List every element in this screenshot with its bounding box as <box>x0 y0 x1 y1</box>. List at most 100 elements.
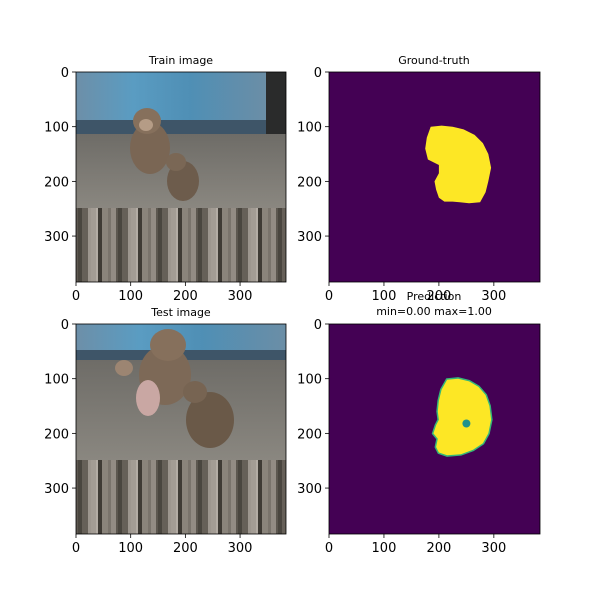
x-tick-label: 100 <box>118 541 143 556</box>
image-streak <box>256 460 258 534</box>
image-streak <box>262 460 268 534</box>
image-streak <box>88 460 91 534</box>
y-tick-label: 300 <box>44 482 69 497</box>
image-streak <box>276 208 278 282</box>
y-tick-label: 100 <box>297 121 322 136</box>
image-streak <box>196 460 198 534</box>
image-streak <box>82 460 88 534</box>
image-streak <box>276 460 278 534</box>
panel-train-image: Train image 0 100 200 300 0 100 200 300 <box>44 54 288 304</box>
image-streak <box>271 460 276 534</box>
image-streak <box>142 208 148 282</box>
image-streak <box>148 460 151 534</box>
image-streak <box>171 208 176 282</box>
image-streak <box>231 208 236 282</box>
x-tick-label: 0 <box>72 289 80 304</box>
train-image-photo <box>76 72 288 282</box>
image-streak <box>142 460 148 534</box>
image-streak <box>128 460 131 534</box>
y-tick-label: 0 <box>61 318 69 333</box>
prediction-hole <box>462 420 470 428</box>
image-streak <box>158 460 162 534</box>
image-streak <box>242 460 248 534</box>
x-tick-label: 100 <box>372 541 397 556</box>
image-streak <box>118 460 122 534</box>
image-streak <box>228 460 231 534</box>
panel-prediction: Prediction min=0.00 max=1.00 0 100 200 3000… <box>297 290 540 556</box>
image-streak <box>211 460 216 534</box>
y-tick-label: 0 <box>61 66 69 81</box>
image-streak <box>128 208 131 282</box>
image-streak <box>271 208 276 282</box>
image-streak <box>282 460 288 534</box>
image-streak <box>256 208 258 282</box>
image-streak <box>202 460 208 534</box>
image-streak <box>208 460 211 534</box>
image-streak <box>268 208 271 282</box>
image-streak <box>138 208 142 282</box>
panel-test-image: Test image 0 100 200 3000100200300 <box>44 306 288 556</box>
panel-title: Train image <box>148 54 213 67</box>
image-streak <box>216 460 218 534</box>
image-streak <box>82 208 88 282</box>
image-streak <box>111 208 116 282</box>
y-tick-label: 100 <box>44 121 69 136</box>
image-streak <box>236 460 238 534</box>
image-streak <box>78 460 82 534</box>
image-streak <box>122 208 128 282</box>
image-streak <box>156 208 158 282</box>
image-streak <box>178 460 182 534</box>
y-tick-label: 100 <box>297 373 322 388</box>
image-streak <box>118 208 122 282</box>
image-streak <box>131 460 136 534</box>
image-streak <box>162 460 168 534</box>
image-streak <box>108 208 111 282</box>
y-tick-label: 200 <box>44 427 69 442</box>
image-streak <box>108 460 111 534</box>
y-tick-label: 200 <box>44 175 69 190</box>
image-streak <box>242 208 248 282</box>
image-streak <box>278 460 282 534</box>
image-streak <box>136 460 138 534</box>
image-streak <box>222 208 228 282</box>
panel-title: Ground-truth <box>398 54 470 67</box>
image-streak <box>188 208 191 282</box>
image-streak <box>116 208 118 282</box>
image-streak <box>88 208 91 282</box>
x-tick-label: 200 <box>426 541 451 556</box>
image-streak <box>278 208 282 282</box>
image-streak <box>248 460 251 534</box>
image-streak <box>202 208 208 282</box>
x-tick-label: 0 <box>325 541 333 556</box>
image-streak <box>178 208 182 282</box>
x-tick-label: 200 <box>173 541 198 556</box>
image-streak <box>151 460 156 534</box>
image-streak <box>158 208 162 282</box>
x-tick-label: 200 <box>173 289 198 304</box>
image-streak <box>156 460 158 534</box>
panel-subtitle: min=0.00 max=1.00 <box>376 305 492 318</box>
image-streak <box>91 208 96 282</box>
panel-ground-truth: Ground-truth 0 100 200 3000100200300 <box>297 54 540 304</box>
image-streak <box>102 460 108 534</box>
image-streak <box>78 208 82 282</box>
image-streak <box>176 208 178 282</box>
y-tick-label: 0 <box>314 318 322 333</box>
image-streak <box>131 208 136 282</box>
image-streak <box>258 208 262 282</box>
x-tick-label: 0 <box>72 541 80 556</box>
image-streak <box>282 208 288 282</box>
panel-title: Prediction <box>407 290 462 303</box>
image-streak <box>171 460 176 534</box>
x-tick-label: 100 <box>118 289 143 304</box>
y-tick-label: 300 <box>44 230 69 245</box>
y-tick-label: 200 <box>297 175 322 190</box>
image-streak <box>191 460 196 534</box>
image-streak <box>196 208 198 282</box>
image-streak <box>198 208 202 282</box>
image-streak <box>176 460 178 534</box>
image-streak <box>168 460 171 534</box>
image-streak <box>258 460 262 534</box>
image-streak <box>231 460 236 534</box>
